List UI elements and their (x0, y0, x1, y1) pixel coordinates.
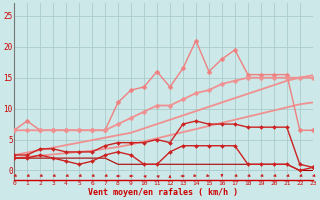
X-axis label: Vent moyen/en rafales ( km/h ): Vent moyen/en rafales ( km/h ) (88, 188, 238, 197)
